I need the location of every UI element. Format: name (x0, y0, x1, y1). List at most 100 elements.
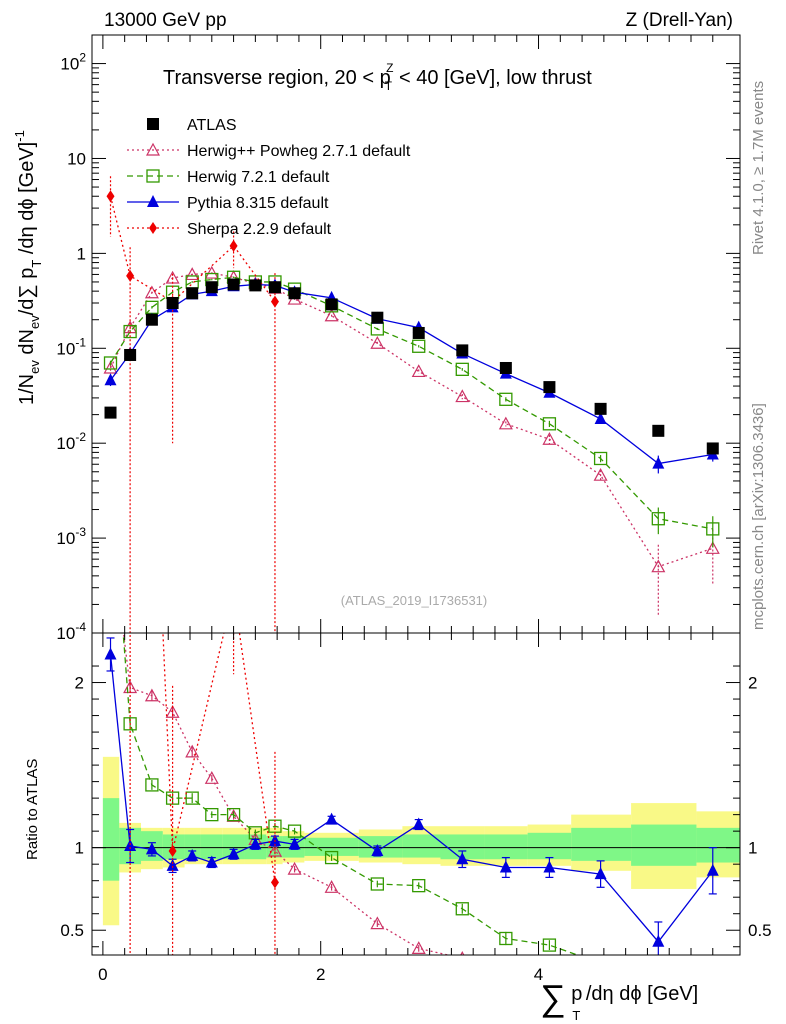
main-point-herwig7-18 (706, 522, 720, 536)
ratio-point-herwig7-1 (123, 717, 137, 731)
main-point-herwig7-1 (123, 324, 137, 339)
region-title-main: Transverse region, 20 < p (163, 67, 391, 89)
rivet-label: Rivet 4.1.0, ≥ 1.7M events (750, 81, 767, 255)
analysis-label: (ATLAS_2019_I1736531) (341, 593, 487, 608)
legend-entry-1: Herwig++ Powheg 2.7.1 default (127, 142, 411, 160)
ratio-band-inner-15 (527, 832, 572, 860)
ratio-point-herwig7-5 (205, 807, 219, 822)
main-point-atlas-6 (227, 278, 240, 291)
legend-label-0: ATLAS (187, 117, 237, 134)
x-title-T: T (572, 1008, 580, 1023)
legend-marker-3 (147, 195, 159, 207)
main-point-atlas-7 (249, 279, 262, 292)
ratio-point-herwig7-13 (455, 902, 469, 916)
main-point-atlas-0 (104, 406, 117, 419)
main-y-tick-label-5: 10 (67, 149, 86, 168)
main-point-atlas-9 (288, 287, 301, 300)
main-point-herwig7-16 (593, 451, 608, 466)
main-point-herwig7-17 (651, 512, 665, 526)
ratio-point-herwig7-12 (412, 878, 426, 893)
ratio-plot-frame (91, 632, 741, 956)
x-tick-label-1: 2 (316, 965, 325, 984)
main-point-herwigpp-2 (144, 285, 159, 299)
main-point-herwigpp-14 (498, 416, 513, 430)
ratio-band-inner-5 (200, 834, 223, 860)
main-point-atlas-12 (412, 326, 425, 339)
main-point-atlas-8 (268, 281, 281, 294)
ratio-point-pythia-4 (186, 848, 199, 861)
legend-label-1: Herwig++ Powheg 2.7.1 default (187, 143, 411, 160)
ratio-point-pythia-11 (371, 843, 384, 856)
ratio-band-inner-16 (571, 827, 632, 861)
main-point-atlas-1 (124, 348, 137, 361)
ratio-point-herwig7-11 (370, 877, 384, 891)
ratio-point-herwigpp-14 (500, 964, 512, 975)
ratio-band-inner-4 (184, 834, 201, 860)
ratio-band-inner-0 (102, 798, 120, 881)
mcplots-label: mcplots.cern.ch [arXiv:1306.3436] (750, 403, 767, 630)
ratio-point-pythia-6 (227, 847, 240, 860)
main-point-herwig7-0 (103, 356, 118, 370)
main-point-atlas-11 (371, 311, 384, 324)
main-point-sherpa-8 (270, 295, 279, 308)
main-point-herwig7-15 (542, 417, 557, 431)
ratio-point-herwig7-14 (499, 931, 513, 946)
main-series-layer (103, 176, 720, 633)
ratio-point-pythia-18 (706, 863, 719, 876)
ratio-point-pythia-3 (166, 858, 179, 871)
legend-entry-0: ATLAS (147, 117, 237, 134)
main-point-herwigpp-4 (185, 267, 200, 281)
y-title-ev2: ev (27, 315, 42, 329)
ratio-point-pythia-0 (104, 647, 117, 660)
main-point-atlas-13 (456, 344, 469, 357)
ratio-point-herwigpp-3 (165, 705, 180, 718)
main-line-pythia (109, 283, 713, 465)
y-title-part2: dN (16, 329, 38, 360)
y-title-part4: /dη dϕ [GeV] (16, 142, 38, 260)
process-label: Z (Drell-Yan) (626, 10, 733, 31)
main-point-pythia-0 (104, 373, 117, 386)
x-title-p: p (566, 983, 583, 1005)
ratio-line-pythia (109, 654, 714, 943)
ratio-point-herwig7-2 (145, 778, 159, 792)
axis-ticks: 10-4 10-3 10-2 10-1 1 10 102 0.5 0.5 1 1 2 2 0 2 4 (56, 34, 772, 984)
ratio-point-herwigpp-11 (370, 916, 385, 930)
region-title-tail: < 40 [GeV], low thrust (393, 67, 592, 89)
main-point-atlas-15 (543, 381, 556, 394)
ratio-point-herwigpp-2 (144, 688, 159, 702)
ratio-point-herwigpp-4 (185, 744, 200, 758)
main-y-tick-label-2: 10-2 (56, 430, 86, 453)
ratio-point-pythia-10 (325, 812, 338, 825)
ratio-band-inner-17 (631, 824, 697, 866)
x-title-sum: ∑ (540, 977, 566, 1018)
ratio-point-herwigpp-5 (204, 771, 219, 784)
main-point-atlas-18 (706, 442, 719, 455)
main-series-pythia (104, 277, 719, 474)
ratio-band-inner-12 (402, 834, 441, 858)
main-point-herwigpp-18 (705, 541, 720, 554)
ratio-band-inner-14 (484, 834, 528, 860)
ratio-point-herwigpp-10 (324, 880, 339, 893)
main-point-pythia-17 (652, 456, 665, 469)
y-title-part1: 1/N (16, 374, 38, 405)
main-point-atlas-3 (166, 297, 179, 310)
ratio-point-pythia-16 (594, 867, 607, 880)
ratio-point-herwigpp-6 (226, 809, 241, 822)
ratio-point-pythia-9 (288, 837, 301, 850)
y-axis-title-ratio: Ratio to ATLAS (24, 759, 41, 860)
main-point-herwig7-12 (412, 339, 426, 353)
ratio-point-herwigpp-0 (105, 520, 117, 531)
legend-label-3: Pythia 8.315 default (187, 195, 329, 212)
main-point-herwigpp-16 (593, 467, 608, 481)
legend-marker-4 (149, 222, 157, 234)
legend: ATLAS Herwig++ Powheg 2.7.1 default Herwig… (127, 117, 411, 238)
ratio-uncertainty-bands (92, 756, 740, 926)
ratio-series-herwigpp (105, 520, 512, 975)
x-title-rest: /dη dϕ [GeV] (580, 983, 698, 1005)
ratio-series-layer (104, 520, 719, 975)
main-point-pythia-16 (594, 411, 607, 424)
energy-label: 13000 GeV pp (104, 10, 227, 31)
ratio-y-tick-label-left-1: 1 (75, 839, 84, 858)
main-point-herwigpp-17 (651, 559, 666, 573)
